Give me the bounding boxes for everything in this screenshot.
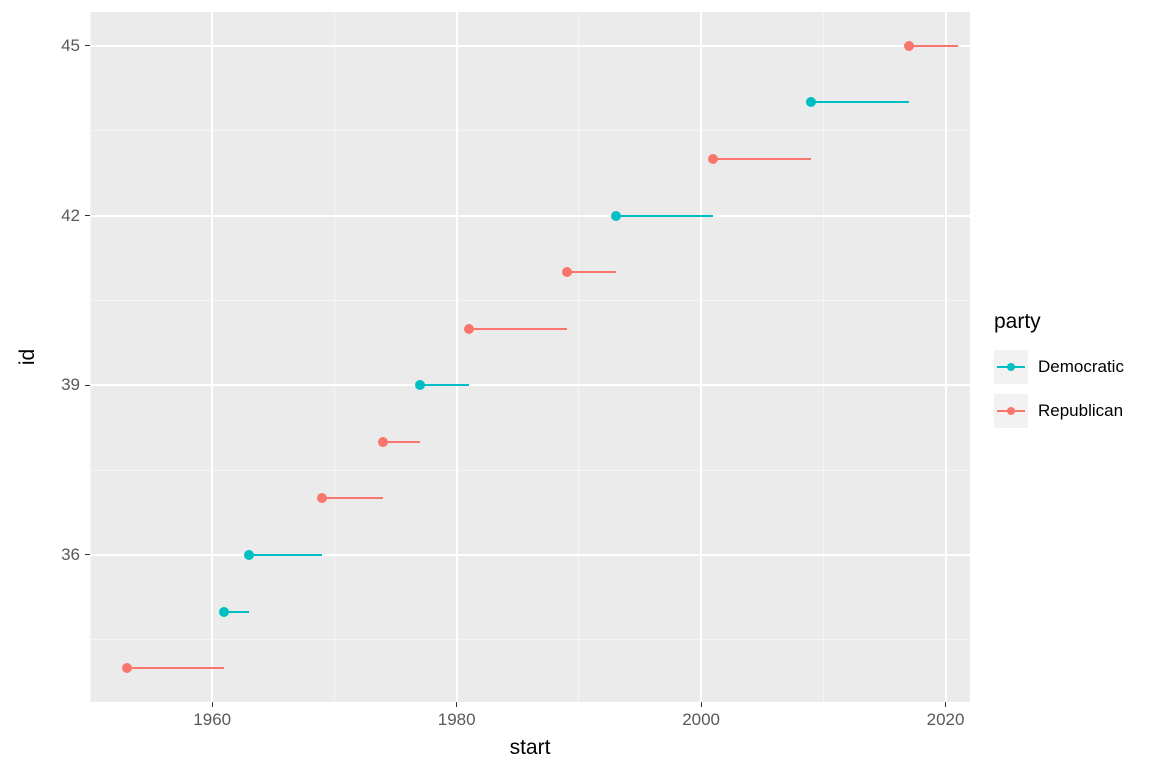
grid-major-v	[456, 12, 458, 702]
legend-title: party	[994, 310, 1124, 334]
grid-major-v	[211, 12, 213, 702]
grid-minor-h	[90, 639, 970, 640]
term-segment	[909, 45, 958, 47]
grid-minor-h	[90, 470, 970, 471]
x-tick-mark	[212, 702, 213, 707]
x-tick-mark	[701, 702, 702, 707]
y-tick-label: 45	[54, 36, 80, 56]
legend-key	[994, 394, 1028, 428]
y-tick-mark	[85, 215, 90, 216]
grid-minor-v	[823, 12, 824, 702]
term-start-point	[611, 211, 621, 221]
x-tick-mark	[945, 702, 946, 707]
legend: party Democratic Republican	[994, 310, 1124, 438]
x-tick-label: 2020	[927, 710, 965, 730]
term-start-point	[378, 437, 388, 447]
grid-major-h	[90, 554, 970, 556]
term-segment	[383, 441, 420, 443]
legend-label: Democratic	[1038, 357, 1124, 377]
term-start-point	[317, 493, 327, 503]
term-start-point	[708, 154, 718, 164]
x-tick-label: 1960	[193, 710, 231, 730]
x-tick-mark	[456, 702, 457, 707]
term-segment	[420, 384, 469, 386]
grid-minor-v	[90, 12, 91, 702]
term-start-point	[219, 607, 229, 617]
term-start-point	[244, 550, 254, 560]
term-start-point	[904, 41, 914, 51]
x-tick-label: 2000	[682, 710, 720, 730]
legend-label: Republican	[1038, 401, 1123, 421]
grid-major-h	[90, 384, 970, 386]
term-start-point	[415, 380, 425, 390]
term-segment	[322, 497, 383, 499]
grid-major-v	[945, 12, 947, 702]
term-start-point	[122, 663, 132, 673]
term-segment	[249, 554, 322, 556]
term-segment	[469, 328, 567, 330]
term-segment	[127, 667, 225, 669]
y-tick-mark	[85, 45, 90, 46]
plot-panel	[90, 12, 970, 702]
y-tick-mark	[85, 385, 90, 386]
term-start-point	[464, 324, 474, 334]
legend-key	[994, 350, 1028, 384]
y-axis-title: id	[16, 349, 40, 365]
term-segment	[567, 271, 616, 273]
term-start-point	[562, 267, 572, 277]
term-start-point	[806, 97, 816, 107]
x-tick-label: 1980	[438, 710, 476, 730]
term-segment	[713, 158, 811, 160]
term-segment	[616, 215, 714, 217]
grid-major-h	[90, 45, 970, 47]
y-tick-mark	[85, 554, 90, 555]
x-axis-title: start	[510, 736, 551, 760]
legend-item: Democratic	[994, 350, 1124, 384]
term-segment	[811, 101, 909, 103]
grid-major-h	[90, 215, 970, 217]
grid-minor-v	[334, 12, 335, 702]
y-tick-label: 36	[54, 545, 80, 565]
grid-minor-h	[90, 130, 970, 131]
y-tick-label: 42	[54, 206, 80, 226]
y-tick-label: 39	[54, 375, 80, 395]
grid-major-v	[700, 12, 702, 702]
grid-minor-h	[90, 300, 970, 301]
chart-container: 1960 1980 2000 2020 36 39 42 45 start id party Demo…	[0, 0, 1152, 768]
grid-minor-v	[578, 12, 579, 702]
legend-item: Republican	[994, 394, 1124, 428]
